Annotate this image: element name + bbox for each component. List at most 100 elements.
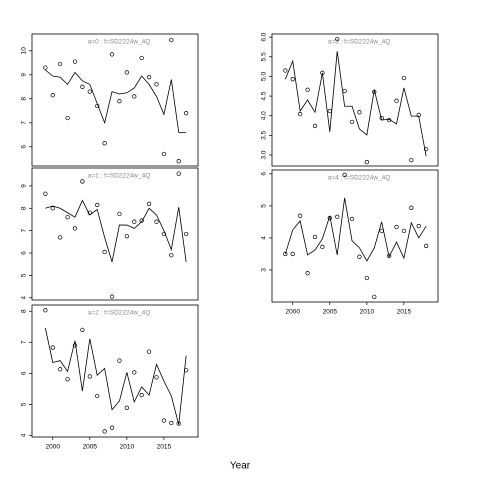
panel-title: a=0 : f=SD2224w_4Q [88, 39, 151, 46]
data-point [80, 179, 85, 184]
x-axis-label: Year [230, 461, 251, 472]
data-point [372, 294, 377, 300]
data-point [109, 294, 115, 299]
data-point [290, 77, 295, 82]
data-point [312, 123, 318, 129]
data-point [58, 235, 63, 240]
y-tick-label: 3.5 [261, 130, 268, 139]
data-point [58, 367, 63, 372]
data-point [43, 65, 48, 70]
y-tick-label: 7 [21, 228, 28, 232]
data-point [43, 191, 48, 196]
y-tick-label: 7 [21, 121, 28, 125]
data-point [154, 375, 159, 380]
panel-title: a=2 : f=SD2224w_4Q [88, 310, 151, 317]
data-point [176, 159, 181, 164]
data-point [72, 343, 78, 348]
data-line [284, 197, 427, 262]
data-point [364, 275, 370, 281]
data-point [183, 231, 189, 237]
panel-frame [31, 33, 199, 167]
data-point [117, 211, 122, 217]
data-point [87, 374, 92, 379]
data-point [87, 89, 92, 94]
data-point [72, 59, 78, 64]
data-point [109, 52, 115, 57]
data-point [327, 108, 332, 114]
panel-title: a=4 : f=SD2224w_4Q [328, 175, 391, 182]
data-line [284, 51, 427, 157]
panel-frame [31, 167, 199, 301]
y-tick-label: 4 [21, 433, 28, 437]
data-point [132, 370, 137, 375]
data-line [44, 327, 187, 425]
data-point [394, 224, 399, 230]
data-point [139, 218, 144, 223]
data-point [139, 55, 144, 61]
data-point [146, 75, 152, 80]
y-tick-label: 5 [261, 204, 268, 208]
data-point [50, 345, 55, 350]
y-tick-label: 4 [261, 236, 268, 240]
data-point [423, 243, 429, 249]
data-point [109, 425, 115, 430]
data-point [283, 68, 288, 73]
data-point [117, 358, 122, 363]
y-tick-label: 6 [21, 251, 28, 255]
data-point [305, 271, 310, 276]
x-tick-label: 2000 [286, 309, 301, 316]
data-point [423, 146, 429, 152]
data-point [176, 171, 181, 176]
x-tick-label: 2010 [120, 444, 135, 451]
y-tick-label: 8 [21, 309, 28, 313]
data-point [169, 253, 174, 258]
data-point [146, 201, 152, 206]
data-point [65, 115, 70, 121]
y-tick-label: 5.0 [261, 72, 268, 81]
data-point [50, 93, 55, 98]
y-tick-label: 5.5 [261, 52, 268, 61]
data-point [124, 405, 130, 410]
data-point [169, 37, 174, 43]
data-point [102, 249, 107, 255]
y-tick-label: 6.0 [261, 32, 268, 41]
data-point [335, 214, 340, 219]
data-point [409, 157, 414, 163]
data-point [349, 119, 355, 125]
data-point [95, 202, 100, 208]
data-point [124, 234, 130, 239]
data-point [342, 88, 347, 94]
y-tick-label: 7 [21, 340, 28, 344]
y-tick-label: 8 [21, 97, 28, 101]
data-line [45, 199, 187, 263]
x-tick-label: 2015 [157, 444, 172, 451]
data-point [357, 254, 362, 259]
y-tick-label: 8 [21, 206, 28, 210]
data-point [283, 251, 288, 257]
data-point [95, 393, 100, 399]
x-tick-label: 2010 [360, 309, 375, 316]
data-point [298, 111, 303, 117]
data-point [43, 308, 48, 313]
data-point [132, 94, 137, 99]
data-point [312, 234, 318, 240]
y-tick-label: 6 [21, 145, 28, 149]
data-point [124, 70, 130, 75]
data-point [394, 98, 399, 103]
panel-frame [31, 304, 199, 438]
data-point [416, 223, 421, 229]
panel-title: a=3 : f=SD2224w_4Q [328, 39, 391, 46]
data-point [349, 216, 355, 222]
x-tick-label: 2005 [83, 444, 98, 451]
panel-title: a=1 : f=SD2224w_4Q [88, 173, 151, 180]
y-tick-label: 6 [21, 371, 28, 375]
data-point [117, 99, 122, 104]
data-point [342, 172, 347, 177]
data-point [161, 151, 167, 157]
data-point [183, 111, 189, 116]
x-tick-label: 2000 [46, 444, 61, 451]
data-point [80, 84, 85, 89]
data-point [169, 420, 174, 426]
y-tick-label: 3 [261, 268, 268, 272]
